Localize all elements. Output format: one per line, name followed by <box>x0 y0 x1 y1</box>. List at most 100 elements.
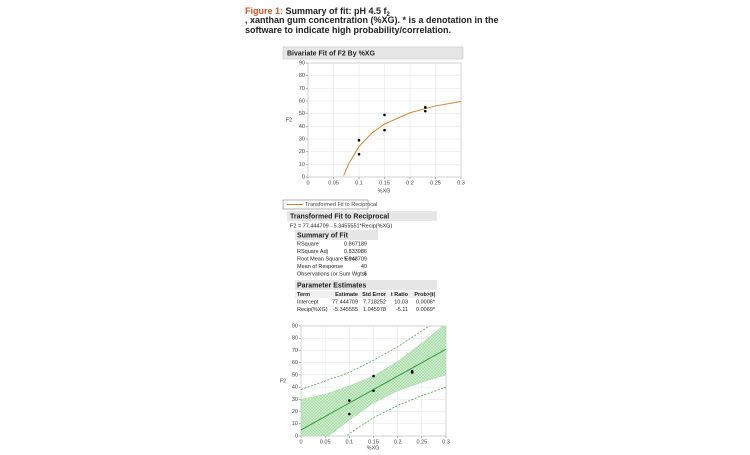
data-point <box>348 412 351 416</box>
legend <box>282 199 369 210</box>
row-label: Mean of Response <box>297 264 343 270</box>
y-tick-label: 70 <box>299 86 305 92</box>
caption-text: Summary of fit: pH 4.5 f <box>286 6 388 16</box>
col-header: Term <box>297 292 310 298</box>
y-tick-label: 30 <box>299 136 305 142</box>
x-tick-label: 0.05 <box>320 439 331 445</box>
caption-label: Figure 1: <box>245 6 283 16</box>
row-value: 0.833986 <box>344 249 367 255</box>
caption: Figure 1: Summary of fit: pH 4.5 f2 <box>245 6 391 17</box>
y-tick-label: 80 <box>292 336 298 342</box>
x-tick-label: 0 <box>306 180 309 186</box>
y-tick-label: 40 <box>299 124 305 130</box>
plot-content <box>301 326 446 436</box>
x-tick-label: 0.25 <box>430 180 441 186</box>
row-label: RSquare <box>297 241 319 247</box>
cell: 1.045978 <box>363 307 386 313</box>
cell: Intercept <box>297 299 319 305</box>
col-header: t Ratio <box>391 292 409 298</box>
data-point <box>410 371 414 374</box>
row-value: 40 <box>361 264 367 270</box>
legend-label: Transformed Fit to Reciprocal <box>305 202 377 208</box>
caption-cont: , xanthan gum concentration (%XG). * is … <box>245 15 499 35</box>
x-tick-label: 0.1 <box>355 180 363 186</box>
y-tick-label: 80 <box>299 73 305 79</box>
x-tick-label: 0.1 <box>346 439 354 445</box>
cell: 7.718252 <box>363 299 386 305</box>
y-tick-label: 70 <box>292 348 298 354</box>
x-tick-label: 0.15 <box>368 439 379 445</box>
row-label: Root Mean Square Error <box>297 256 357 262</box>
y-tick-label: 90 <box>292 323 298 329</box>
cell: Recip(%XG) <box>297 307 328 313</box>
x-tick-label: 0.15 <box>379 180 390 186</box>
data-point <box>357 138 361 142</box>
row-label: Observations (or Sum Wgts) <box>297 271 367 277</box>
section-title: Transformed Fit to Reciprocal <box>290 213 389 220</box>
data-point <box>424 106 427 109</box>
caption-subscript: 2 <box>387 12 391 18</box>
fit-curve <box>343 101 461 176</box>
chart-title: Bivariate Fit of F2 By %XG <box>287 50 375 57</box>
col-header: Std Error <box>362 292 387 298</box>
confidence-band <box>301 326 446 436</box>
y-tick-label: 60 <box>299 98 305 104</box>
y-tick-label: 10 <box>292 421 298 427</box>
prediction-band <box>301 326 430 390</box>
y-tick-label: 30 <box>292 397 298 403</box>
y-axis-label: F2 <box>286 117 292 123</box>
row-value: 0.867189 <box>344 241 367 247</box>
y-tick-label: 40 <box>292 385 298 391</box>
panel-header <box>282 46 464 60</box>
prediction-band <box>345 386 446 436</box>
section-header <box>287 211 437 221</box>
section-title: Parameter Estimates <box>297 282 366 289</box>
data-point <box>357 152 361 156</box>
x-tick-label: 0.25 <box>416 439 427 445</box>
y-tick-label: 50 <box>299 111 305 117</box>
col-header: Estimate <box>335 292 358 298</box>
cell: 0.0069* <box>416 307 436 313</box>
data-point <box>372 389 375 393</box>
x-tick-label: 0.3 <box>457 180 465 186</box>
data-point <box>383 128 386 132</box>
y-tick-label: 90 <box>299 60 305 66</box>
caption-end: , xanthan gum concentration (%XG). * is … <box>245 15 499 35</box>
y-tick-label: 20 <box>299 149 305 155</box>
y-tick-label: 60 <box>292 360 298 366</box>
equation: F2 = 77.444709 - 5.3455551*Recip(%XG) <box>290 223 392 229</box>
y-tick-label: 0 <box>295 433 298 439</box>
y-tick-label: 20 <box>292 409 298 415</box>
data-point <box>372 374 375 378</box>
section-header <box>295 280 437 290</box>
x-tick-label: 0.3 <box>442 439 450 445</box>
row-value: 5.943709 <box>344 256 367 262</box>
row-value: 6 <box>364 271 367 277</box>
data-point <box>424 109 427 113</box>
data-point <box>383 113 386 117</box>
y-tick-label: 0 <box>302 174 305 180</box>
cell: 77.444709 <box>332 299 358 305</box>
y-tick-label: 50 <box>292 372 298 378</box>
x-axis-label: %XG <box>367 445 380 450</box>
estimates-table: Term Estimate Std Error t Ratio Prob>|t| Inte… <box>295 291 437 313</box>
y-axis-label: F2 <box>280 378 286 384</box>
y-tick-label: 10 <box>299 162 305 168</box>
cell: 0.0006* <box>416 299 436 305</box>
x-tick-label: 0.05 <box>328 180 339 186</box>
section-title: Summary of Fit <box>297 232 349 239</box>
col-header: Prob>|t| <box>414 292 435 298</box>
cell: -5.11 <box>396 307 408 313</box>
x-tick-label: 0.2 <box>394 439 402 445</box>
section-header <box>295 230 378 240</box>
row-label: RSquare Adj <box>297 249 328 255</box>
cell: 10.03 <box>394 299 408 305</box>
header-row <box>295 291 437 298</box>
data-point <box>348 399 351 402</box>
x-tick-label: 0 <box>299 439 302 445</box>
plot-content <box>343 101 461 176</box>
x-axis-label: %XG <box>378 188 391 194</box>
cell: -5.345555 <box>333 307 358 313</box>
